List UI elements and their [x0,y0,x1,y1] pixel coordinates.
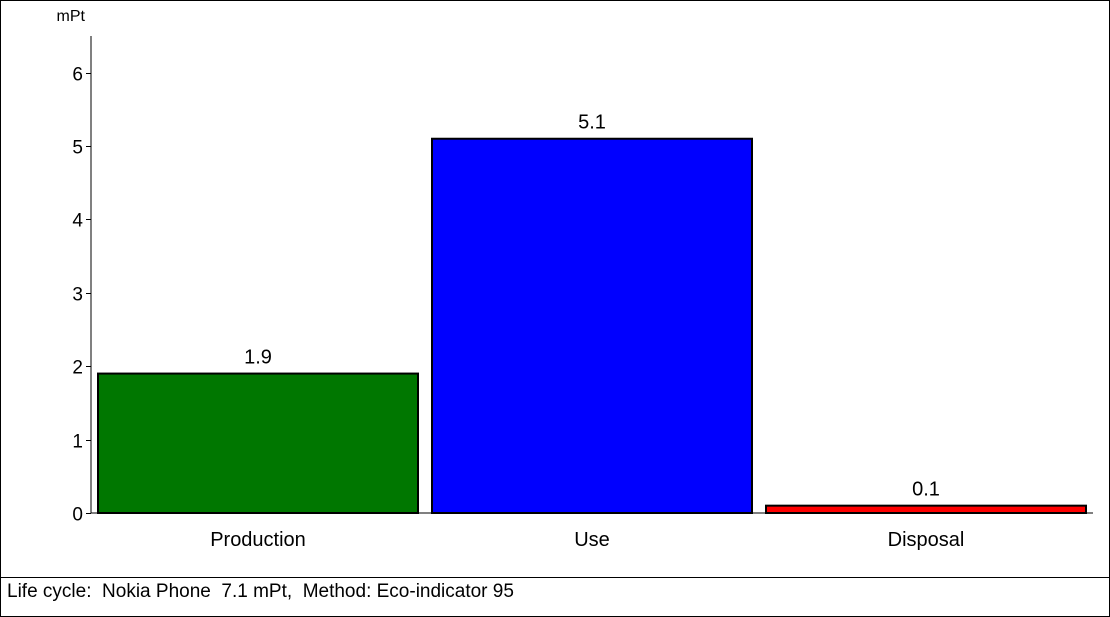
data-label: 0.1 [912,479,940,501]
bar-production [97,372,419,515]
x-tick-label: Production [210,529,306,551]
x-tick-label: Disposal [888,529,965,551]
data-label: 5.1 [578,112,606,134]
y-tick-label: 0 [72,505,83,526]
y-tick-label: 6 [72,65,83,86]
status-divider [1,577,1109,578]
x-tick-label: Use [574,529,610,551]
y-tick-label: 2 [72,358,83,379]
chart-labels: 1.9 Production 5.1 Use 0.1 Disposal [210,112,964,551]
data-label: 1.9 [244,347,272,369]
status-bar-text: Life cycle: Nokia Phone 7.1 mPt, Method:… [7,581,514,602]
bar-disposal [765,504,1087,514]
y-tick-label: 5 [72,138,83,159]
y-axis-unit: mPt [57,8,86,25]
y-tick-label: 3 [72,285,83,306]
y-tick-label: 1 [72,432,83,453]
chart-bars [97,137,1087,515]
y-tick-label: 4 [72,211,83,232]
bar-chart: 0 1 2 3 4 5 6 mPt 1.9 Production 5.1 Use 0.1 Disposa… [57,8,1093,551]
bar-use [431,137,753,514]
